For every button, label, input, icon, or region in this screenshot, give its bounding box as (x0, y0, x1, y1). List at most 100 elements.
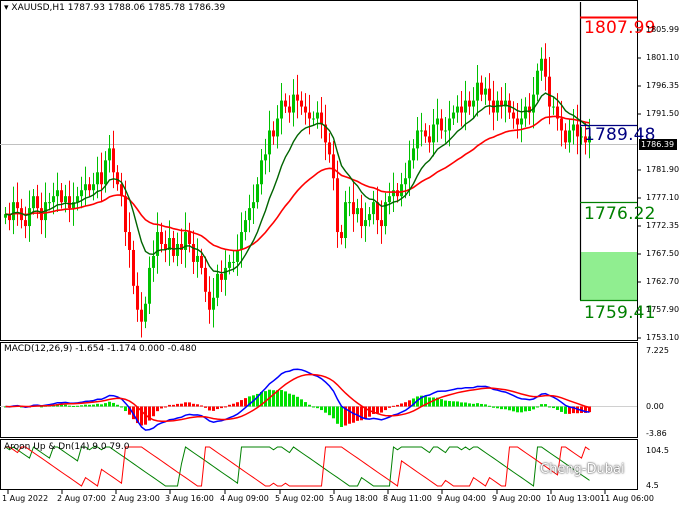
macd-histogram-bar (344, 406, 347, 426)
macd-histogram-bar (212, 406, 215, 411)
macd-histogram-bar (488, 405, 491, 407)
macd-histogram-bar (256, 393, 259, 407)
candle-body (252, 202, 255, 209)
candle-body (484, 88, 487, 95)
candle-body (420, 130, 423, 132)
candle-body (80, 190, 83, 197)
macd-histogram-bar (420, 395, 423, 407)
macd-histogram-bar (372, 406, 375, 414)
macd-tick: 0.00 (646, 402, 664, 411)
macd-histogram-bar (364, 406, 367, 419)
macd-histogram-bar (224, 406, 227, 408)
candle-body (56, 190, 59, 197)
time-tick: 10 Aug 13:00 (546, 494, 600, 503)
macd-signal-line (5, 373, 590, 423)
candle-body (108, 148, 111, 161)
candle-body (504, 100, 507, 107)
macd-histogram-bar (292, 394, 295, 407)
macd-histogram-bar (184, 402, 187, 407)
candle-body (496, 100, 499, 113)
macd-histogram-bar (108, 401, 111, 407)
macd-histogram-bar (520, 406, 523, 413)
macd-histogram-bar (360, 406, 363, 421)
macd-histogram-bar (384, 406, 387, 411)
candle-body (228, 261, 231, 268)
price-tick: 1757.90 (646, 305, 680, 314)
green-target-zone (580, 252, 637, 300)
candle-body (260, 160, 263, 185)
time-tick: 2 Aug 07:00 (57, 494, 106, 503)
candle-body (332, 154, 335, 179)
macd-histogram-bar (176, 403, 179, 407)
macd-pane[interactable] (0, 342, 638, 438)
candle-body (28, 208, 31, 227)
macd-histogram-bar (100, 404, 103, 407)
macd-histogram-bar (320, 406, 323, 411)
macd-histogram-bar (168, 404, 171, 407)
macd-histogram-bar (500, 406, 503, 410)
macd-histogram-bar (284, 391, 287, 407)
aroon-tick: 104.5 (646, 446, 669, 455)
macd-histogram-bar (232, 403, 235, 407)
candle-body (124, 196, 127, 233)
candle-body (236, 249, 239, 262)
macd-histogram-bar (132, 406, 135, 420)
candle-body (368, 214, 371, 221)
macd-histogram-bar (456, 401, 459, 407)
candle-body (440, 118, 443, 131)
candle-body (164, 243, 167, 250)
candle-body (408, 160, 411, 179)
macd-histogram-bar (436, 397, 439, 407)
macd-histogram-bar (528, 406, 531, 411)
macd-histogram-bar (92, 404, 95, 407)
candle-body (160, 232, 163, 244)
candle-body (264, 154, 267, 161)
candle-body (192, 243, 195, 262)
aroon-pane[interactable] (0, 439, 638, 490)
candle-body (280, 100, 283, 119)
macd-histogram-bar (164, 406, 167, 408)
macd-histogram-bar (240, 400, 243, 407)
dropdown-arrow-icon[interactable]: ▾ (4, 3, 9, 13)
macd-histogram-bar (216, 406, 219, 410)
candle-body (312, 118, 315, 120)
candle-body (416, 130, 419, 149)
macd-histogram-bar (316, 406, 319, 409)
macd-histogram-bar (244, 398, 247, 407)
level-middle-label: 1789.48 (584, 125, 656, 145)
candle-body (212, 297, 215, 310)
macd-histogram-bar (304, 402, 307, 407)
macd-histogram-bar (404, 402, 407, 407)
candle-body (572, 124, 575, 131)
candle-body (476, 82, 479, 101)
candle-body (444, 130, 447, 132)
macd-histogram-bar (524, 406, 527, 412)
macd-histogram-bar (228, 404, 231, 407)
candle-body (184, 232, 187, 250)
macd-histogram-bar (68, 405, 71, 407)
candle-body (468, 100, 471, 107)
macd-histogram-bar (192, 403, 195, 407)
candle-body (364, 220, 367, 227)
time-tick: 2 Aug 23:00 (111, 494, 160, 503)
macd-histogram-bar (296, 396, 299, 407)
time-tick: 9 Aug 04:00 (437, 494, 486, 503)
candle-body (588, 136, 591, 143)
time-tick: 3 Aug 16:00 (165, 494, 214, 503)
candle-body (220, 273, 223, 280)
macd-histogram-bar (472, 403, 475, 407)
macd-histogram-bar (172, 404, 175, 407)
candle-body (464, 100, 467, 113)
symbol-header: ▾ XAUUSD,H1 1787.93 1788.06 1785.78 1786… (4, 4, 225, 13)
macd-histogram-bar (588, 406, 591, 413)
candle-body (540, 58, 543, 71)
candle-body (488, 88, 491, 101)
candle-body (216, 273, 219, 298)
macd-histogram-bar (400, 403, 403, 407)
macd-histogram-bar (564, 406, 567, 414)
candle-body (68, 196, 71, 209)
price-tick: 1777.10 (646, 193, 680, 202)
macd-histogram-bar (332, 406, 335, 419)
macd-title: MACD(12,26,9) -1.654 -1.174 0.000 -0.480 (4, 344, 197, 354)
